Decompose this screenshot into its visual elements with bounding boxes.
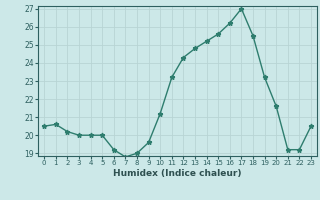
X-axis label: Humidex (Indice chaleur): Humidex (Indice chaleur): [113, 169, 242, 178]
